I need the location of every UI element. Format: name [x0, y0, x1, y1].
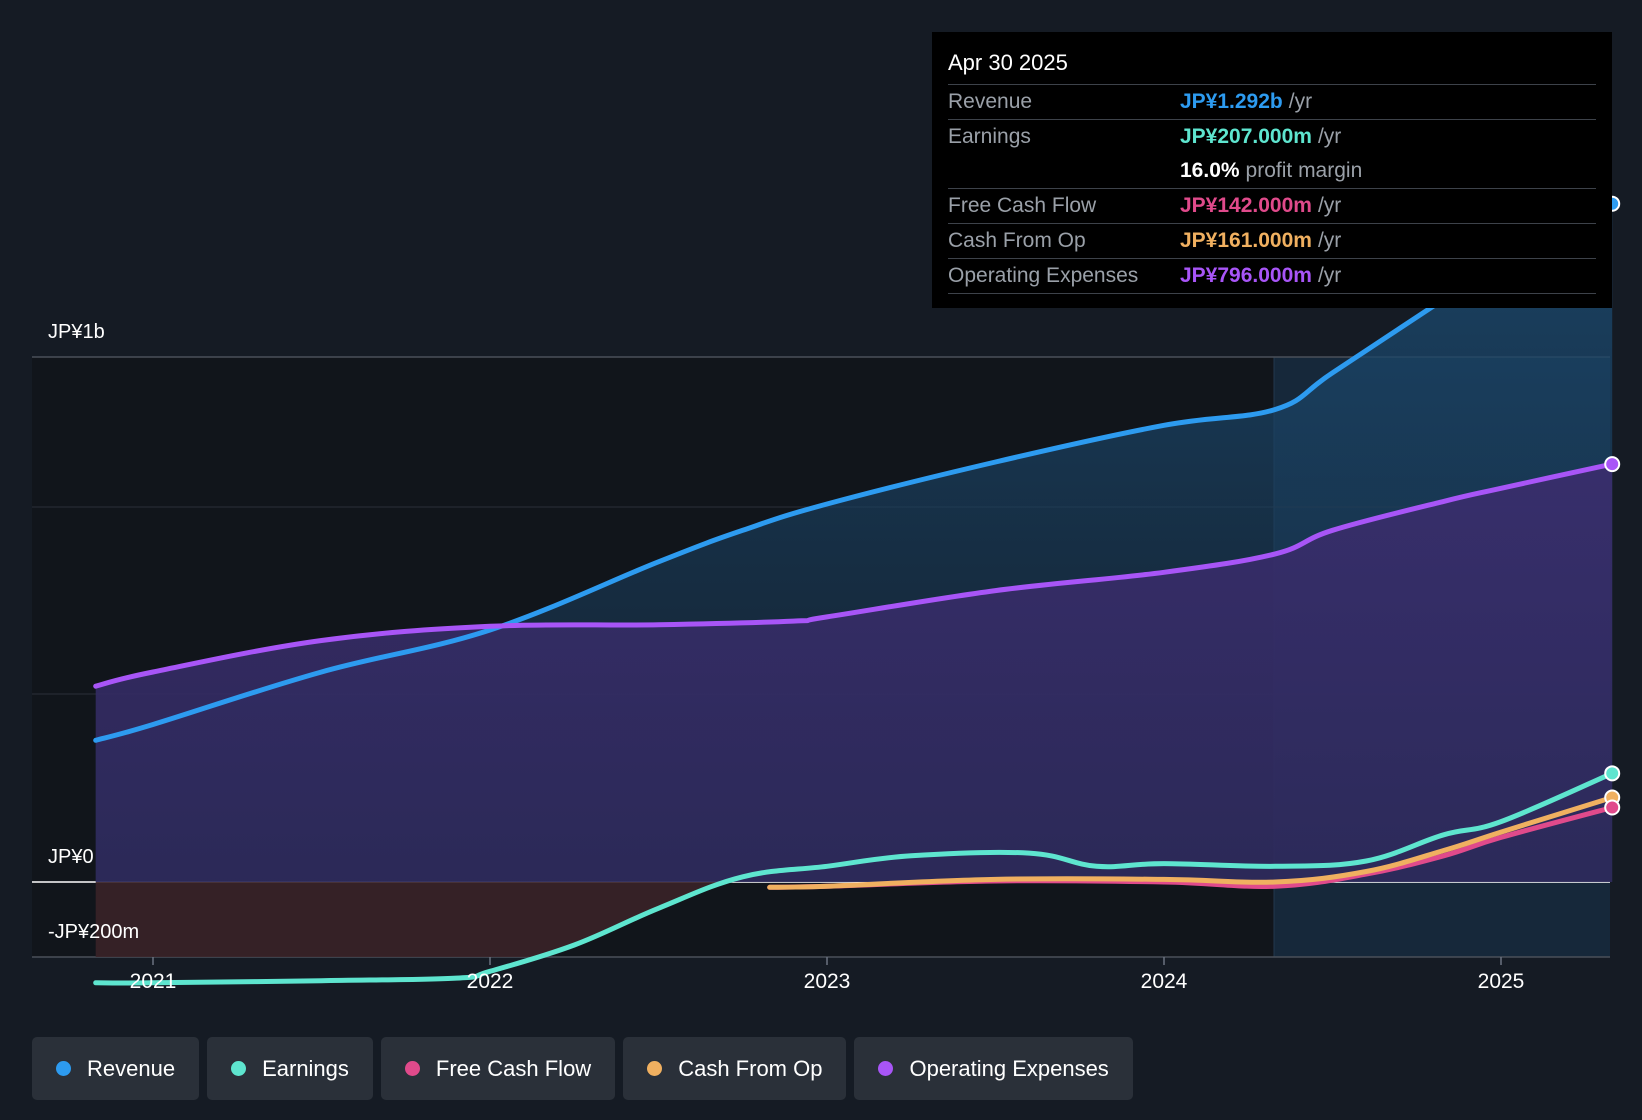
series-lines — [93, 201, 1615, 986]
line-cash-from-op — [767, 795, 1615, 890]
tooltip-row-margin: 16.0% profit margin — [948, 154, 1596, 188]
tooltip-unit: /yr — [1317, 194, 1342, 217]
line-revenue — [93, 201, 1615, 743]
tooltip-unit: profit margin — [1245, 159, 1363, 182]
area-operating-expenses — [95, 464, 1613, 882]
tooltip-unit: /yr — [1317, 125, 1342, 148]
end-dot-operating-expenses — [1604, 456, 1621, 473]
tooltip-label: Earnings — [948, 125, 1031, 148]
legend-item-free-cash-flow[interactable]: Free Cash Flow — [380, 1037, 616, 1100]
x-tick-label: 2021 — [129, 970, 177, 993]
legend-item-earnings[interactable]: Earnings — [207, 1037, 373, 1100]
x-tick-label: 2023 — [803, 970, 851, 993]
tooltip-value: JP¥142.000m — [1180, 194, 1312, 217]
tooltip-row-cfo: Cash From Op JP¥161.000m /yr — [948, 223, 1596, 258]
tooltip-label: Revenue — [948, 90, 1033, 113]
x-tick-label: 2025 — [1477, 970, 1525, 993]
line-earnings — [93, 770, 1615, 986]
operating-expenses-dot-icon — [878, 1061, 894, 1076]
y-label-bottom: -JP¥200m — [48, 921, 140, 943]
tooltip-value: JP¥161.000m — [1180, 229, 1312, 252]
tooltip-value: JP¥796.000m — [1180, 264, 1312, 287]
tooltip-date: Apr 30 2025 — [948, 50, 1068, 75]
x-tick-label: 2022 — [466, 970, 514, 993]
end-dot-free-cash-flow — [1604, 799, 1621, 816]
tooltip-label: Operating Expenses — [948, 264, 1139, 287]
x-tick-label: 2024 — [1140, 970, 1188, 993]
legend-label: Operating Expenses — [909, 1055, 1109, 1081]
x-ticks — [152, 957, 1502, 965]
tooltip: Apr 30 2025 Revenue JP¥1.292b /yr Earnin… — [932, 32, 1612, 308]
negative-fill — [95, 882, 1610, 957]
end-dot-earnings — [1604, 765, 1621, 782]
area-fills — [95, 203, 1613, 882]
tooltip-unit: /yr — [1317, 229, 1342, 252]
legend-item-cash-from-op[interactable]: Cash From Op — [623, 1037, 847, 1100]
tooltip-value: JP¥207.000m — [1180, 125, 1312, 148]
y-label-zero: JP¥0 — [48, 846, 94, 868]
area-earnings-negative — [95, 882, 1610, 957]
tooltip-label: Free Cash Flow — [948, 194, 1097, 217]
y-label-top: JP¥1b — [48, 321, 105, 343]
tooltip-row-revenue: Revenue JP¥1.292b /yr — [948, 84, 1596, 119]
legend: Revenue Earnings Free Cash Flow Cash Fro… — [32, 1037, 1133, 1100]
tooltip-label: Cash From Op — [948, 229, 1086, 252]
line-operating-expenses — [93, 461, 1615, 689]
tooltip-row-opex: Operating Expenses JP¥796.000m /yr — [948, 258, 1596, 294]
free-cash-flow-dot-icon — [404, 1061, 420, 1076]
tooltip-value: JP¥1.292b — [1180, 90, 1283, 113]
tooltip-value: 16.0% — [1180, 159, 1240, 182]
tooltip-unit: /yr — [1317, 264, 1342, 287]
legend-label: Earnings — [262, 1055, 349, 1081]
legend-label: Free Cash Flow — [435, 1055, 592, 1081]
revenue-dot-icon — [56, 1061, 71, 1076]
tooltip-row-fcf: Free Cash Flow JP¥142.000m /yr — [948, 188, 1596, 223]
legend-item-revenue[interactable]: Revenue — [32, 1037, 200, 1100]
legend-label: Cash From Op — [678, 1055, 823, 1081]
earnings-dot-icon — [231, 1061, 247, 1076]
tooltip-label — [948, 154, 1180, 188]
legend-item-operating-expenses[interactable]: Operating Expenses — [854, 1037, 1133, 1100]
tooltip-unit: /yr — [1288, 90, 1313, 113]
legend-label: Revenue — [87, 1055, 176, 1081]
tooltip-row-earnings: Earnings JP¥207.000m /yr — [948, 119, 1596, 154]
cash-from-op-dot-icon — [647, 1061, 663, 1076]
